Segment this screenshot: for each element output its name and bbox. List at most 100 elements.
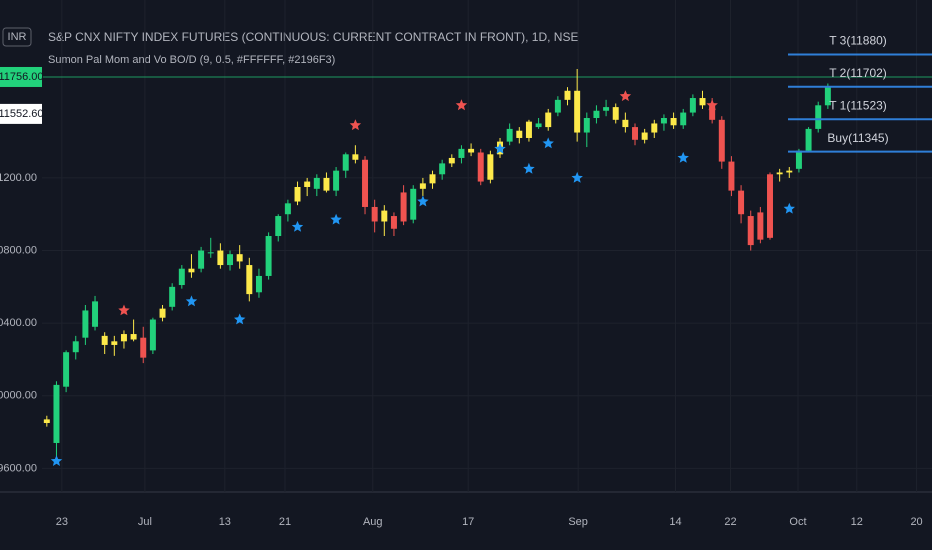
- candle-body: [82, 310, 89, 338]
- candle-body: [352, 154, 359, 160]
- candle-body: [574, 90, 581, 133]
- candle-body: [525, 121, 532, 138]
- x-tick-label: Jul: [138, 516, 152, 528]
- candle-body: [169, 286, 176, 307]
- buy-star: [542, 137, 554, 149]
- candle-body: [477, 152, 484, 182]
- candle-body: [159, 308, 166, 318]
- candle-body: [670, 118, 677, 126]
- sell-star: [118, 304, 130, 316]
- buy-star: [417, 195, 429, 207]
- currency: INR: [8, 31, 27, 43]
- indicator-title: Sumon Pal Mom and Vo BO/D (9, 0.5, #FFFF…: [48, 54, 335, 66]
- candle-body: [728, 161, 735, 191]
- sell-star: [349, 119, 362, 131]
- candle-body: [805, 128, 812, 151]
- buy-star: [185, 295, 198, 307]
- candle-body: [583, 118, 590, 133]
- y-tick-label: 10400.00: [0, 317, 37, 329]
- candle-body: [342, 154, 349, 171]
- candle-body: [506, 128, 513, 142]
- candle-body: [448, 157, 455, 164]
- candle-body: [101, 335, 108, 345]
- candle-body: [487, 154, 494, 180]
- candle-body: [323, 177, 330, 191]
- candle-body: [612, 107, 619, 120]
- candle-body: [381, 210, 388, 222]
- candle-body: [429, 174, 436, 184]
- candle-body: [545, 112, 552, 128]
- x-tick-label: 13: [219, 516, 231, 528]
- candle-body: [718, 119, 725, 162]
- sell-star: [455, 99, 468, 111]
- candle-body: [333, 170, 340, 191]
- candle-body: [516, 130, 523, 138]
- candle-body: [554, 99, 561, 113]
- candle-body: [275, 216, 282, 237]
- x-tick-label: 17: [462, 516, 474, 528]
- candle-body: [786, 170, 793, 173]
- x-tick-label: 20: [910, 516, 922, 528]
- candle-body: [236, 254, 243, 262]
- target-label: T 3(11880): [829, 34, 887, 48]
- buy-star: [50, 455, 63, 466]
- candle-body: [603, 107, 610, 111]
- candle-body: [72, 341, 79, 353]
- candle-body: [632, 127, 639, 140]
- y-tick-label: 9600.00: [0, 462, 37, 474]
- candle-body: [641, 132, 648, 140]
- candle-body: [776, 172, 783, 175]
- x-tick-label: Aug: [363, 516, 383, 528]
- indicator-badge-label: 11552.60: [0, 108, 44, 120]
- target-label: T 1(11523): [829, 98, 887, 112]
- x-tick-label: Oct: [789, 516, 806, 528]
- candle-body: [284, 203, 291, 215]
- buy-star: [571, 171, 583, 183]
- y-tick-label: 10000.00: [0, 390, 37, 402]
- x-tick-label: Sep: [568, 516, 588, 528]
- buy-star: [783, 202, 795, 214]
- candle-body: [198, 250, 205, 269]
- buy-star: [677, 151, 689, 163]
- candle-body: [468, 148, 475, 153]
- candle-body: [622, 119, 629, 128]
- candle-body: [709, 105, 716, 120]
- candle-body: [255, 275, 262, 293]
- candle-body: [689, 98, 696, 113]
- candle-body: [757, 212, 764, 240]
- candle-body: [680, 112, 687, 126]
- buy-star: [330, 213, 342, 225]
- buy-star: [494, 142, 506, 154]
- candle-body: [699, 98, 706, 106]
- candle-body: [410, 188, 417, 220]
- candle-body: [120, 334, 127, 342]
- candle-body: [265, 236, 272, 276]
- candle-body: [651, 123, 658, 133]
- chart-title: S&P CNX NIFTY INDEX FUTURES (CONTINUOUS:…: [48, 30, 578, 44]
- candle-body: [313, 177, 320, 189]
- candle-body: [660, 118, 667, 124]
- candle-body: [439, 163, 446, 175]
- candle-body: [63, 352, 70, 387]
- candle-body: [207, 252, 214, 254]
- candle-body: [92, 301, 99, 327]
- candle-body: [400, 192, 407, 222]
- x-tick-label: 21: [279, 516, 291, 528]
- candle-body: [419, 183, 426, 189]
- x-tick-label: 22: [724, 516, 736, 528]
- candle-body: [767, 174, 773, 238]
- x-tick-label: 14: [669, 516, 681, 528]
- candle-body: [564, 90, 571, 100]
- buy-star: [234, 313, 246, 325]
- candle-body: [390, 216, 397, 229]
- price-badge-label: 11756.00: [0, 71, 44, 83]
- candle-body: [304, 181, 311, 187]
- y-tick-label: 10800.00: [0, 244, 37, 256]
- y-tick-label: 11200.00: [0, 172, 37, 184]
- candle-body: [535, 123, 542, 128]
- x-tick-label: 23: [56, 516, 68, 528]
- candle-body: [140, 337, 147, 358]
- candle-body: [130, 334, 137, 340]
- indicator-badge: [0, 103, 42, 124]
